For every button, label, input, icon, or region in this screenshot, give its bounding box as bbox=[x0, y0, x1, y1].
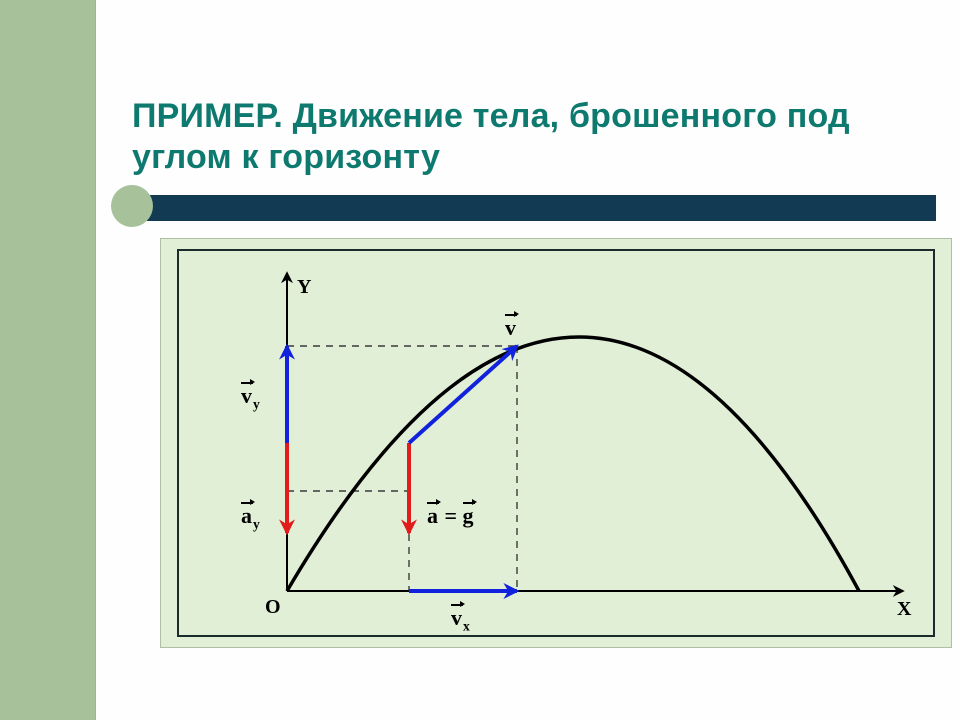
title-wrap: ПРИМЕР. Движение тела, брошенного под уг… bbox=[132, 96, 920, 179]
vector-vx-label: vx bbox=[451, 607, 470, 633]
slide-body: ПРИМЕР. Движение тела, брошенного под уг… bbox=[96, 0, 960, 720]
slide-title: ПРИМЕР. Движение тела, брошенного под уг… bbox=[132, 96, 920, 179]
slide-page: ПРИМЕР. Движение тела, брошенного под уг… bbox=[0, 0, 960, 720]
axis-y-label: Y bbox=[297, 277, 311, 297]
vector-ay-label: ay bbox=[241, 505, 260, 531]
figure-inner: Y X O v vx vy ay a = g bbox=[177, 249, 935, 637]
accent-dot bbox=[111, 185, 153, 227]
origin-label: O bbox=[265, 597, 281, 617]
axis-x-label: X bbox=[897, 599, 911, 619]
trajectory-plot bbox=[179, 251, 935, 637]
figure-panel: Y X O v vx vy ay a = g bbox=[160, 238, 952, 648]
accent-bar bbox=[112, 195, 936, 221]
a-equals-g-label: a = g bbox=[427, 505, 475, 527]
vector-v-label: v bbox=[505, 317, 517, 339]
left-accent-strip bbox=[0, 0, 96, 720]
vector-vy-label: vy bbox=[241, 385, 260, 411]
